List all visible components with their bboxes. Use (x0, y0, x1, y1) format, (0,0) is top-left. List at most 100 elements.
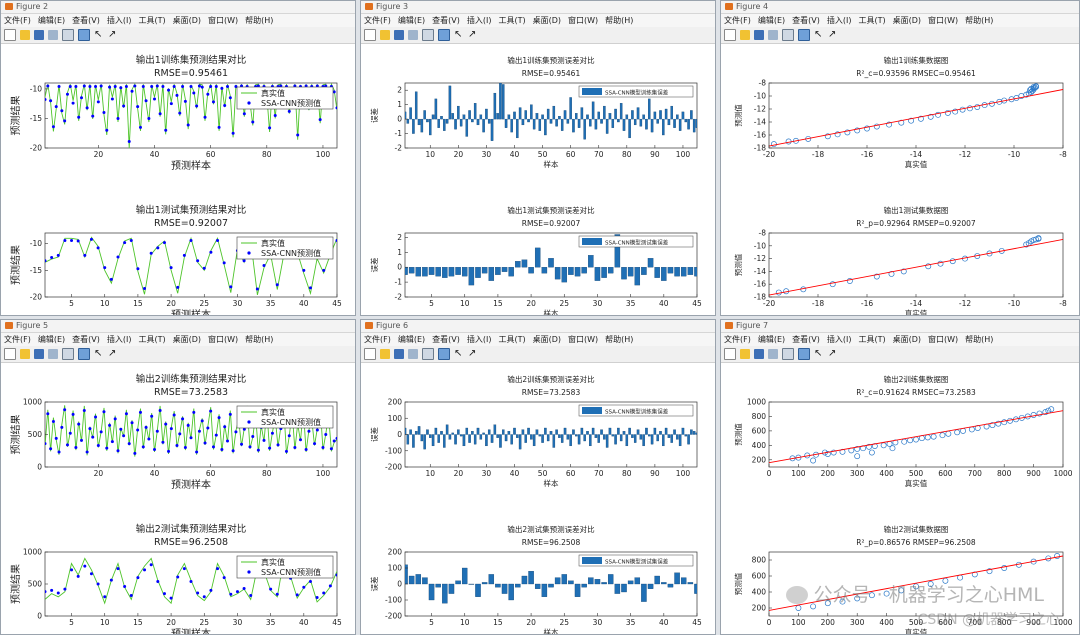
menu-item[interactable]: 桌面(D) (172, 16, 202, 25)
menu-item[interactable]: 文件(F) (364, 335, 391, 344)
print-icon[interactable] (408, 30, 418, 40)
menu-item[interactable]: 工具(T) (858, 335, 886, 344)
grid-icon[interactable] (438, 29, 450, 41)
arrow-icon[interactable]: ↗ (468, 348, 477, 359)
window-titlebar[interactable]: Figure 2 (1, 1, 355, 14)
menu-item[interactable]: 查看(V) (432, 335, 460, 344)
figure-window[interactable]: Figure 5 文件(F) 编辑(E) 查看(V) 插入(I) 工具(T) 桌面(D) 窗口… (0, 319, 356, 635)
new-file-icon[interactable] (4, 348, 16, 360)
window-titlebar[interactable]: Figure 5 (1, 320, 355, 333)
grid-icon[interactable] (438, 348, 450, 360)
window-titlebar[interactable]: Figure 3 (361, 1, 715, 14)
zoom-icon[interactable] (62, 29, 74, 41)
save-icon[interactable] (34, 30, 44, 40)
menu-item[interactable]: 文件(F) (724, 335, 751, 344)
open-folder-icon[interactable] (740, 349, 750, 359)
menu-item[interactable]: 文件(F) (724, 16, 751, 25)
new-file-icon[interactable] (364, 29, 376, 41)
menu-item[interactable]: 帮助(H) (605, 335, 634, 344)
menu-item[interactable]: 插入(I) (466, 16, 492, 25)
open-folder-icon[interactable] (20, 30, 30, 40)
pointer-icon[interactable]: ↖ (454, 29, 463, 40)
menu-item[interactable]: 插入(I) (826, 335, 852, 344)
pointer-icon[interactable]: ↖ (454, 348, 463, 359)
grid-icon[interactable] (78, 348, 90, 360)
pointer-icon[interactable]: ↖ (814, 348, 823, 359)
print-icon[interactable] (48, 30, 58, 40)
open-folder-icon[interactable] (740, 30, 750, 40)
open-folder-icon[interactable] (20, 349, 30, 359)
menu-item[interactable]: 桌面(D) (892, 335, 922, 344)
figure-window[interactable]: Figure 7 文件(F) 编辑(E) 查看(V) 插入(I) 工具(T) 桌面(D) 窗口… (720, 319, 1080, 635)
window-titlebar[interactable]: Figure 7 (721, 320, 1079, 333)
menu-item[interactable]: 编辑(E) (37, 16, 66, 25)
menu-item[interactable]: 桌面(D) (532, 16, 562, 25)
figure-window[interactable]: Figure 6 文件(F) 编辑(E) 查看(V) 插入(I) 工具(T) 桌面(D) 窗口… (360, 319, 716, 635)
menu-item[interactable]: 桌面(D) (532, 335, 562, 344)
pointer-icon[interactable]: ↖ (814, 29, 823, 40)
menu-item[interactable]: 桌面(D) (892, 16, 922, 25)
arrow-icon[interactable]: ↗ (828, 29, 837, 40)
menu-item[interactable]: 文件(F) (4, 16, 31, 25)
menu-item[interactable]: 插入(I) (106, 16, 132, 25)
open-folder-icon[interactable] (380, 349, 390, 359)
save-icon[interactable] (754, 349, 764, 359)
grid-icon[interactable] (78, 29, 90, 41)
pointer-icon[interactable]: ↖ (94, 29, 103, 40)
menu-item[interactable]: 工具(T) (138, 16, 166, 25)
open-folder-icon[interactable] (380, 30, 390, 40)
menu-item[interactable]: 帮助(H) (965, 335, 994, 344)
new-file-icon[interactable] (724, 348, 736, 360)
menu-item[interactable]: 查看(V) (792, 16, 820, 25)
menu-item[interactable]: 窗口(W) (568, 335, 599, 344)
zoom-icon[interactable] (422, 348, 434, 360)
menu-item[interactable]: 编辑(E) (757, 335, 786, 344)
menu-item[interactable]: 插入(I) (466, 335, 492, 344)
figure-window[interactable]: Figure 2 文件(F) 编辑(E) 查看(V) 插入(I) 工具(T) 桌面(D) 窗口… (0, 0, 356, 316)
print-icon[interactable] (408, 349, 418, 359)
new-file-icon[interactable] (364, 348, 376, 360)
menu-item[interactable]: 查看(V) (72, 335, 100, 344)
menu-item[interactable]: 帮助(H) (605, 16, 634, 25)
menu-item[interactable]: 窗口(W) (568, 16, 599, 25)
menu-item[interactable]: 窗口(W) (208, 335, 239, 344)
menu-item[interactable]: 桌面(D) (172, 335, 202, 344)
new-file-icon[interactable] (4, 29, 16, 41)
menu-item[interactable]: 编辑(E) (397, 16, 426, 25)
save-icon[interactable] (394, 30, 404, 40)
menu-item[interactable]: 插入(I) (106, 335, 132, 344)
new-file-icon[interactable] (724, 29, 736, 41)
menu-item[interactable]: 编辑(E) (757, 16, 786, 25)
menu-item[interactable]: 帮助(H) (245, 335, 274, 344)
menu-item[interactable]: 文件(F) (4, 335, 31, 344)
menu-item[interactable]: 编辑(E) (397, 335, 426, 344)
arrow-icon[interactable]: ↗ (108, 348, 117, 359)
menu-item[interactable]: 帮助(H) (245, 16, 274, 25)
print-icon[interactable] (48, 349, 58, 359)
menu-item[interactable]: 工具(T) (498, 16, 526, 25)
grid-icon[interactable] (798, 348, 810, 360)
grid-icon[interactable] (798, 29, 810, 41)
menu-item[interactable]: 查看(V) (792, 335, 820, 344)
menu-item[interactable]: 插入(I) (826, 16, 852, 25)
figure-window[interactable]: Figure 4 文件(F) 编辑(E) 查看(V) 插入(I) 工具(T) 桌面(D) 窗口… (720, 0, 1080, 316)
menu-item[interactable]: 编辑(E) (37, 335, 66, 344)
figure-window[interactable]: Figure 3 文件(F) 编辑(E) 查看(V) 插入(I) 工具(T) 桌面(D) 窗口… (360, 0, 716, 316)
menu-item[interactable]: 帮助(H) (965, 16, 994, 25)
arrow-icon[interactable]: ↗ (108, 29, 117, 40)
menu-item[interactable]: 文件(F) (364, 16, 391, 25)
menu-item[interactable]: 查看(V) (432, 16, 460, 25)
window-titlebar[interactable]: Figure 6 (361, 320, 715, 333)
zoom-icon[interactable] (422, 29, 434, 41)
window-titlebar[interactable]: Figure 4 (721, 1, 1079, 14)
menu-item[interactable]: 工具(T) (138, 335, 166, 344)
menu-item[interactable]: 工具(T) (858, 16, 886, 25)
print-icon[interactable] (768, 349, 778, 359)
menu-item[interactable]: 工具(T) (498, 335, 526, 344)
menu-item[interactable]: 查看(V) (72, 16, 100, 25)
menu-item[interactable]: 窗口(W) (208, 16, 239, 25)
print-icon[interactable] (768, 30, 778, 40)
zoom-icon[interactable] (62, 348, 74, 360)
pointer-icon[interactable]: ↖ (94, 348, 103, 359)
save-icon[interactable] (754, 30, 764, 40)
